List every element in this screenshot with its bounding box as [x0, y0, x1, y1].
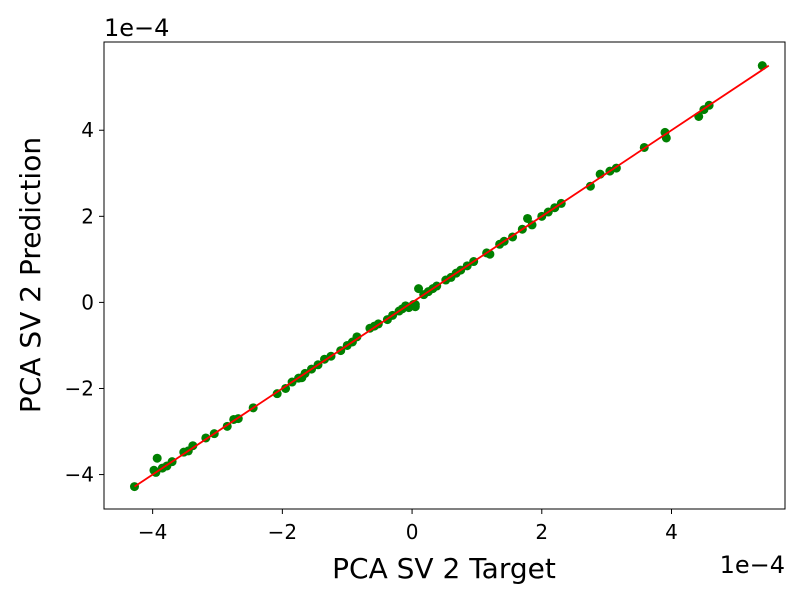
x-tick-label: −4	[138, 520, 167, 544]
scatter-point	[414, 284, 424, 294]
x-axis-ticks: −4 −2 0 2 4	[138, 509, 678, 544]
scatter-point	[352, 332, 362, 342]
y-tick-label: −4	[65, 463, 94, 487]
fit-line	[133, 64, 770, 488]
scatter-point	[585, 181, 595, 191]
scatter-point	[188, 441, 198, 451]
scatter-point	[297, 373, 307, 383]
scatter-point	[410, 302, 420, 312]
y-tick-label: 0	[81, 290, 94, 314]
scatter-point	[523, 213, 533, 223]
y-axis-label: PCA SV 2 Prediction	[14, 137, 47, 413]
scatter-point	[281, 383, 291, 393]
axes-frame	[103, 41, 786, 510]
y-axis-offset-text: 1e−4	[104, 14, 169, 42]
data-layer	[129, 61, 770, 492]
y-tick-label: −2	[65, 376, 94, 400]
x-tick-label: 4	[665, 520, 678, 544]
scatter-point	[152, 453, 162, 463]
y-axis-ticks: −4 −2 0 2 4	[65, 118, 104, 487]
x-tick-label: 2	[535, 520, 548, 544]
x-tick-label: 0	[406, 520, 419, 544]
x-tick-label: −2	[268, 520, 297, 544]
scatter-point	[527, 220, 537, 230]
x-axis-offset-text: 1e−4	[720, 551, 785, 579]
x-axis-label: PCA SV 2 Target	[332, 552, 556, 585]
y-tick-label: 2	[81, 204, 94, 228]
y-tick-label: 4	[81, 118, 94, 142]
